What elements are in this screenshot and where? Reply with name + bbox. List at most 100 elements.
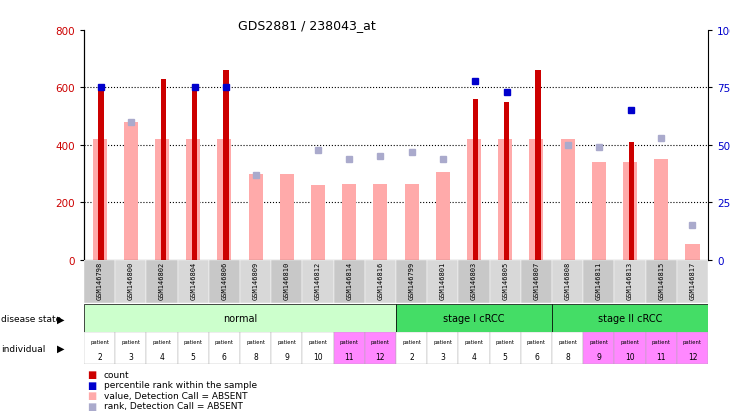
Bar	[552, 332, 583, 364]
Text: 11: 11	[656, 352, 666, 361]
Text: GSM146813: GSM146813	[627, 261, 633, 300]
Bar	[396, 304, 552, 332]
Text: patient: patient	[90, 339, 109, 344]
Text: normal: normal	[223, 313, 257, 323]
Text: GSM146799: GSM146799	[409, 261, 415, 300]
Bar	[124, 123, 138, 260]
Bar	[646, 260, 677, 304]
Text: GSM146804: GSM146804	[191, 261, 196, 300]
Bar	[458, 260, 490, 304]
Bar	[177, 260, 209, 304]
Text: 12: 12	[376, 352, 385, 361]
Text: stage II cRCC: stage II cRCC	[598, 313, 662, 323]
Bar	[561, 140, 575, 260]
Bar	[311, 186, 325, 260]
Text: GSM146817: GSM146817	[690, 261, 696, 300]
Text: patient: patient	[153, 339, 172, 344]
Bar	[218, 140, 231, 260]
Text: disease state: disease state	[1, 314, 62, 323]
Bar	[583, 260, 615, 304]
Bar	[427, 332, 458, 364]
Text: value, Detection Call = ABSENT: value, Detection Call = ABSENT	[104, 391, 247, 400]
Bar	[374, 184, 388, 260]
Text: GSM146802: GSM146802	[159, 261, 165, 300]
Bar	[396, 260, 427, 304]
Text: 11: 11	[345, 352, 354, 361]
Bar	[654, 160, 668, 260]
Text: rank, Detection Call = ABSENT: rank, Detection Call = ABSENT	[104, 401, 242, 410]
Text: patient: patient	[184, 339, 203, 344]
Text: ■: ■	[88, 390, 97, 400]
Text: ■: ■	[88, 401, 97, 411]
Text: 5: 5	[191, 352, 196, 361]
Text: GSM146810: GSM146810	[284, 261, 290, 300]
Text: 8: 8	[565, 352, 570, 361]
Text: patient: patient	[246, 339, 265, 344]
Bar	[115, 260, 146, 304]
Bar	[467, 140, 481, 260]
Text: 6: 6	[534, 352, 539, 361]
Bar	[272, 260, 302, 304]
Text: GSM146807: GSM146807	[534, 261, 539, 300]
Text: count: count	[104, 370, 129, 379]
Bar	[521, 332, 552, 364]
Bar	[84, 332, 115, 364]
Bar	[490, 260, 521, 304]
Text: GSM146811: GSM146811	[596, 261, 602, 300]
Bar	[458, 332, 490, 364]
Text: GSM146815: GSM146815	[658, 261, 664, 300]
Text: patient: patient	[683, 339, 702, 344]
Text: patient: patient	[652, 339, 671, 344]
Bar	[499, 140, 512, 260]
Text: 2: 2	[97, 352, 102, 361]
Text: ■: ■	[88, 380, 97, 390]
Bar	[280, 174, 293, 260]
Bar	[146, 332, 177, 364]
Bar	[146, 260, 177, 304]
Text: 10: 10	[626, 352, 635, 361]
Text: GSM146803: GSM146803	[471, 261, 477, 300]
Text: GSM146801: GSM146801	[440, 261, 446, 300]
Bar	[302, 332, 334, 364]
Text: 9: 9	[285, 352, 289, 361]
Text: 4: 4	[472, 352, 477, 361]
Text: 2: 2	[410, 352, 414, 361]
Bar	[404, 184, 418, 260]
Text: patient: patient	[434, 339, 453, 344]
Text: 9: 9	[596, 352, 602, 361]
Bar	[84, 260, 115, 304]
Text: GDS2881 / 238043_at: GDS2881 / 238043_at	[238, 19, 375, 31]
Bar	[677, 332, 708, 364]
Bar	[552, 304, 708, 332]
Text: GSM146798: GSM146798	[96, 261, 102, 300]
Bar	[535, 71, 541, 260]
Bar	[209, 260, 240, 304]
Text: patient: patient	[496, 339, 515, 344]
Text: GSM146809: GSM146809	[253, 261, 258, 300]
Text: patient: patient	[464, 339, 483, 344]
Text: GSM146805: GSM146805	[502, 261, 508, 300]
Text: patient: patient	[402, 339, 421, 344]
Text: ■: ■	[88, 370, 97, 380]
Text: 12: 12	[688, 352, 697, 361]
Bar	[504, 102, 510, 260]
Bar	[342, 184, 356, 260]
Bar	[334, 332, 365, 364]
Text: GSM146806: GSM146806	[221, 261, 227, 300]
Bar	[629, 143, 634, 260]
Text: patient: patient	[277, 339, 296, 344]
Text: 5: 5	[503, 352, 507, 361]
Text: ▶: ▶	[57, 343, 64, 353]
Bar	[249, 174, 263, 260]
Text: GSM146812: GSM146812	[315, 261, 321, 300]
Text: GSM146816: GSM146816	[377, 261, 383, 300]
Text: 8: 8	[253, 352, 258, 361]
Text: patient: patient	[371, 339, 390, 344]
Text: GSM146808: GSM146808	[565, 261, 571, 300]
Bar	[98, 88, 104, 260]
Text: GSM146800: GSM146800	[128, 261, 134, 300]
Bar	[396, 332, 427, 364]
Bar	[490, 332, 521, 364]
Bar	[521, 260, 552, 304]
Bar	[177, 332, 209, 364]
